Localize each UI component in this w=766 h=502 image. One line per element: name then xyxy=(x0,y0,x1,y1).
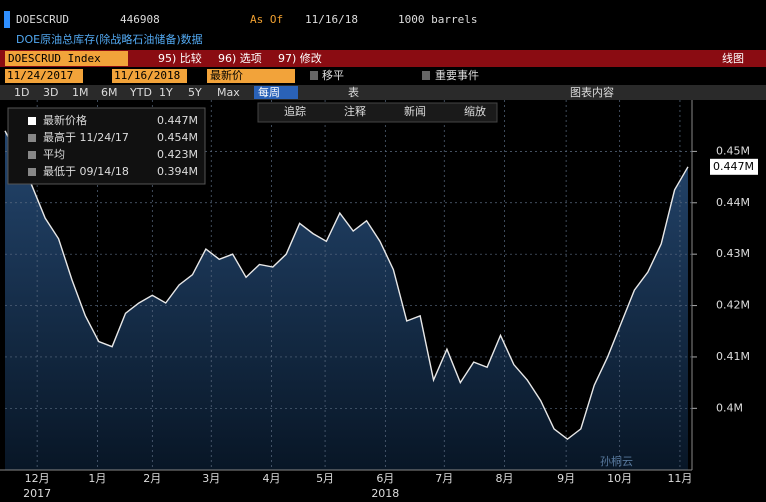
year-label: 2017 xyxy=(23,487,51,500)
chart-tool[interactable]: 缩放 xyxy=(464,104,486,118)
checkbox[interactable] xyxy=(310,71,318,80)
legend-swatch xyxy=(28,151,36,159)
controls xyxy=(0,67,766,85)
x-tick-label: 12月 xyxy=(25,472,50,485)
marker xyxy=(4,11,10,28)
x-tick-label: 10月 xyxy=(607,472,632,485)
units: 1000 barrels xyxy=(398,13,477,26)
legend-swatch xyxy=(28,168,36,176)
range-bar xyxy=(0,85,766,100)
current-label: 0.447M xyxy=(713,160,754,173)
description: DOE原油总库存(除战略石油储备)数据 xyxy=(16,32,203,46)
area xyxy=(5,130,688,471)
y-tick-label: 0.41M xyxy=(716,350,750,363)
legend-label: 平均 xyxy=(43,148,65,161)
x-tick-label: 5月 xyxy=(316,472,334,485)
legend-label: 最低于 09/14/18 xyxy=(43,165,129,178)
y-tick-label: 0.4M xyxy=(716,401,743,414)
field-box[interactable] xyxy=(207,69,295,83)
x-tick-label: 3月 xyxy=(202,472,220,485)
table[interactable]: 表 xyxy=(348,85,359,99)
x-tick-label: 1月 xyxy=(88,472,106,485)
chart-tool[interactable]: 新闻 xyxy=(404,104,426,118)
y-tick-label: 0.43M xyxy=(716,247,750,260)
chart-type[interactable]: 线图 xyxy=(722,51,744,65)
start-date[interactable]: 11/24/2017 xyxy=(7,69,73,82)
range-button[interactable]: 1Y xyxy=(159,86,173,99)
current-label-box xyxy=(710,158,758,175)
range-button[interactable]: 6M xyxy=(101,86,118,99)
moving-avg[interactable]: 移平 xyxy=(322,69,344,82)
end-date[interactable]: 11/16/2018 xyxy=(114,69,180,82)
range-button[interactable]: 1D xyxy=(14,86,29,99)
chart-content[interactable]: 图表内容 xyxy=(570,85,614,99)
toolbar xyxy=(0,50,766,67)
legend-value: 0.447M xyxy=(157,114,198,127)
as-of: As Of xyxy=(250,13,283,26)
x-tick-label: 8月 xyxy=(496,472,514,485)
line xyxy=(4,130,689,441)
chart-tools xyxy=(257,102,498,123)
checkbox[interactable] xyxy=(422,71,430,80)
x-tick-label: 2月 xyxy=(143,472,161,485)
range-button[interactable]: 1M xyxy=(72,86,89,99)
start-box[interactable] xyxy=(5,69,83,83)
security[interactable]: DOESCRUD Index xyxy=(8,52,101,65)
x-tick-label: 9月 xyxy=(557,472,575,485)
range-button[interactable]: 3D xyxy=(43,86,58,99)
chart-tool[interactable]: 注释 xyxy=(344,104,366,118)
legend-value: 0.454M xyxy=(157,131,198,144)
y-tick-label: 0.42M xyxy=(716,299,750,312)
range-button[interactable]: Max xyxy=(217,86,240,99)
legend-value: 0.423M xyxy=(157,148,198,161)
legend-value: 0.394M xyxy=(157,165,198,178)
chart-tool[interactable]: 追踪 xyxy=(284,104,306,118)
ticker: DOESCRUD xyxy=(16,13,69,26)
legend-swatch xyxy=(28,134,36,142)
period-box[interactable] xyxy=(254,86,298,99)
y-tick-label: 0.45M xyxy=(716,144,750,157)
toolbar-button[interactable]: 95) 比较 xyxy=(158,51,202,65)
x-tick-label: 7月 xyxy=(435,472,453,485)
range-button[interactable]: 5Y xyxy=(188,86,202,99)
as-of-date: 11/16/18 xyxy=(305,13,358,26)
security-box[interactable] xyxy=(5,51,128,66)
x-tick-label: 4月 xyxy=(262,472,280,485)
range-button[interactable]: YTD xyxy=(129,86,152,99)
events[interactable]: 重要事件 xyxy=(435,68,479,82)
watermark: 孙桐云 xyxy=(600,454,633,468)
y-tick-label: 0.44M xyxy=(716,196,750,209)
period[interactable]: 每周 xyxy=(258,85,280,99)
legend-swatch xyxy=(28,117,36,125)
header-value: 446908 xyxy=(120,13,160,26)
x-tick-label: 11月 xyxy=(667,472,692,485)
legend-box xyxy=(7,107,206,185)
legend-label: 最新价格 xyxy=(43,113,87,127)
toolbar-button[interactable]: 97) 修改 xyxy=(278,51,322,65)
year-label: 2018 xyxy=(371,487,399,500)
price-field[interactable]: 最新价 xyxy=(210,68,243,82)
legend-label: 最高于 11/24/17 xyxy=(43,130,129,144)
toolbar-button[interactable]: 96) 选项 xyxy=(218,52,262,65)
end-box[interactable] xyxy=(112,69,187,83)
x-tick-label: 6月 xyxy=(376,472,394,485)
